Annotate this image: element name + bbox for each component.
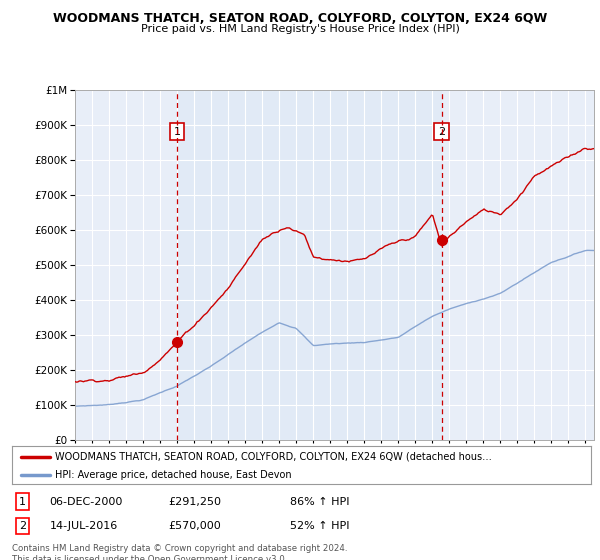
Text: 1: 1 (173, 127, 181, 137)
Text: WOODMANS THATCH, SEATON ROAD, COLYFORD, COLYTON, EX24 6QW (detached hous…: WOODMANS THATCH, SEATON ROAD, COLYFORD, … (55, 451, 493, 461)
Text: 52% ↑ HPI: 52% ↑ HPI (290, 521, 349, 531)
Text: WOODMANS THATCH, SEATON ROAD, COLYFORD, COLYTON, EX24 6QW: WOODMANS THATCH, SEATON ROAD, COLYFORD, … (53, 12, 547, 25)
Text: Price paid vs. HM Land Registry's House Price Index (HPI): Price paid vs. HM Land Registry's House … (140, 24, 460, 34)
Text: £570,000: £570,000 (169, 521, 221, 531)
Text: 14-JUL-2016: 14-JUL-2016 (50, 521, 118, 531)
Bar (177, 90, 442, 440)
Text: 06-DEC-2000: 06-DEC-2000 (50, 497, 123, 507)
Text: £291,250: £291,250 (169, 497, 221, 507)
Text: 1: 1 (19, 497, 26, 507)
Text: HPI: Average price, detached house, East Devon: HPI: Average price, detached house, East… (55, 470, 292, 480)
Text: Contains HM Land Registry data © Crown copyright and database right 2024.
This d: Contains HM Land Registry data © Crown c… (12, 544, 347, 560)
Text: 2: 2 (19, 521, 26, 531)
Text: 2: 2 (438, 127, 445, 137)
Text: 86% ↑ HPI: 86% ↑ HPI (290, 497, 349, 507)
